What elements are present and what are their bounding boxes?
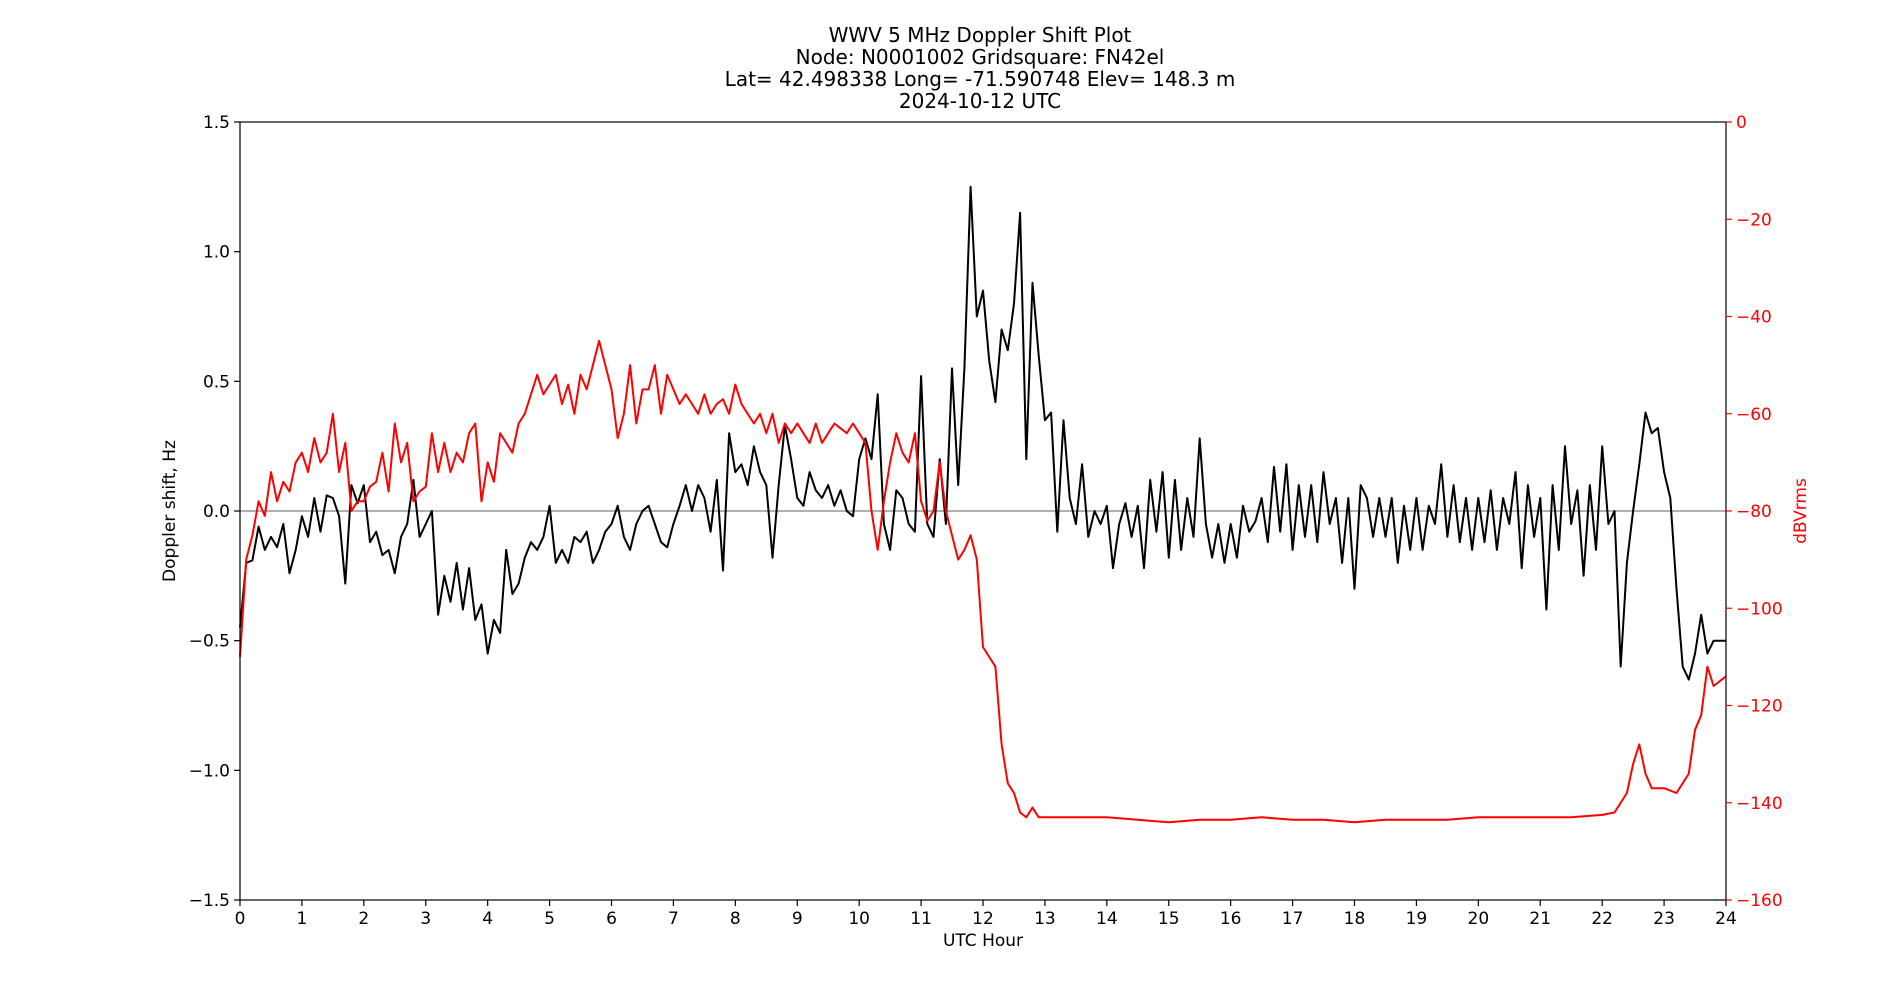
x-tick-label: 8	[730, 909, 741, 929]
x-tick-label: 10	[848, 909, 870, 929]
x-tick-label: 2	[358, 909, 369, 929]
x-tick-label: 23	[1653, 909, 1675, 929]
title-line-1: WWV 5 MHz Doppler Shift Plot	[829, 23, 1132, 47]
x-tick-label: 16	[1220, 909, 1242, 929]
left-y-tick-label: 0.0	[203, 502, 230, 522]
right-y-axis-label: dBVrms	[1791, 478, 1811, 544]
right-y-tick-label: −60	[1736, 405, 1772, 425]
x-tick-label: 21	[1529, 909, 1551, 929]
x-axis: 0 1 2 3 4 5 6 7 8 9 10 11 12 13 14 15 16 17 18 19 20 21 22 23 24	[235, 900, 1737, 929]
right-y-tick-label: −100	[1736, 599, 1783, 619]
x-tick-label: 19	[1406, 909, 1428, 929]
left-y-tick-label: −1.5	[189, 891, 230, 911]
x-tick-label: 1	[297, 909, 308, 929]
x-tick-label: 9	[792, 909, 803, 929]
series-line-left-axis	[239, 185, 1726, 681]
right-y-tick-label: −120	[1736, 697, 1783, 717]
right-y-tick-label: 0	[1736, 113, 1747, 133]
x-tick-label: 0	[235, 909, 246, 929]
x-tick-label: 3	[420, 909, 431, 929]
x-axis-label: UTC Hour	[943, 931, 1023, 951]
right-y-tick-label: −20	[1736, 210, 1772, 230]
plot-area	[239, 185, 1727, 824]
x-tick-label: 5	[544, 909, 555, 929]
title-line-2: Node: N0001002 Gridsquare: FN42el	[796, 45, 1165, 69]
right-y-axis: 0 −20 −40 −60 −80 −100 −120 −140 −160	[1726, 113, 1783, 911]
left-y-axis-label: Doppler shift, Hz	[160, 440, 180, 582]
x-tick-label: 6	[606, 909, 617, 929]
x-tick-label: 22	[1591, 909, 1613, 929]
left-y-tick-label: 1.0	[203, 243, 230, 263]
x-tick-label: 11	[910, 909, 932, 929]
left-y-tick-label: 1.5	[203, 113, 230, 133]
left-y-tick-label: −0.5	[189, 632, 230, 652]
x-tick-label: 12	[972, 909, 994, 929]
chart-title: WWV 5 MHz Doppler Shift Plot Node: N0001…	[725, 23, 1236, 113]
left-y-axis: 1.5 1.0 0.5 0.0 −0.5 −1.0 −1.5	[189, 113, 240, 911]
x-tick-label: 14	[1096, 909, 1118, 929]
left-y-tick-label: −1.0	[189, 761, 230, 781]
x-tick-label: 24	[1715, 909, 1737, 929]
left-y-tick-label: 0.5	[203, 372, 230, 392]
x-tick-label: 17	[1282, 909, 1304, 929]
right-y-tick-label: −140	[1736, 794, 1783, 814]
x-tick-label: 20	[1468, 909, 1490, 929]
series-line-right-axis	[239, 339, 1727, 824]
x-tick-label: 13	[1034, 909, 1056, 929]
x-tick-label: 4	[482, 909, 493, 929]
right-y-tick-label: −160	[1736, 891, 1783, 911]
right-y-tick-label: −40	[1736, 308, 1772, 328]
title-line-4: 2024-10-12 UTC	[899, 89, 1061, 113]
title-line-3: Lat= 42.498338 Long= -71.590748 Elev= 14…	[725, 67, 1236, 91]
x-tick-label: 18	[1344, 909, 1366, 929]
x-tick-label: 15	[1158, 909, 1180, 929]
x-tick-label: 7	[668, 909, 679, 929]
right-y-tick-label: −80	[1736, 502, 1772, 522]
